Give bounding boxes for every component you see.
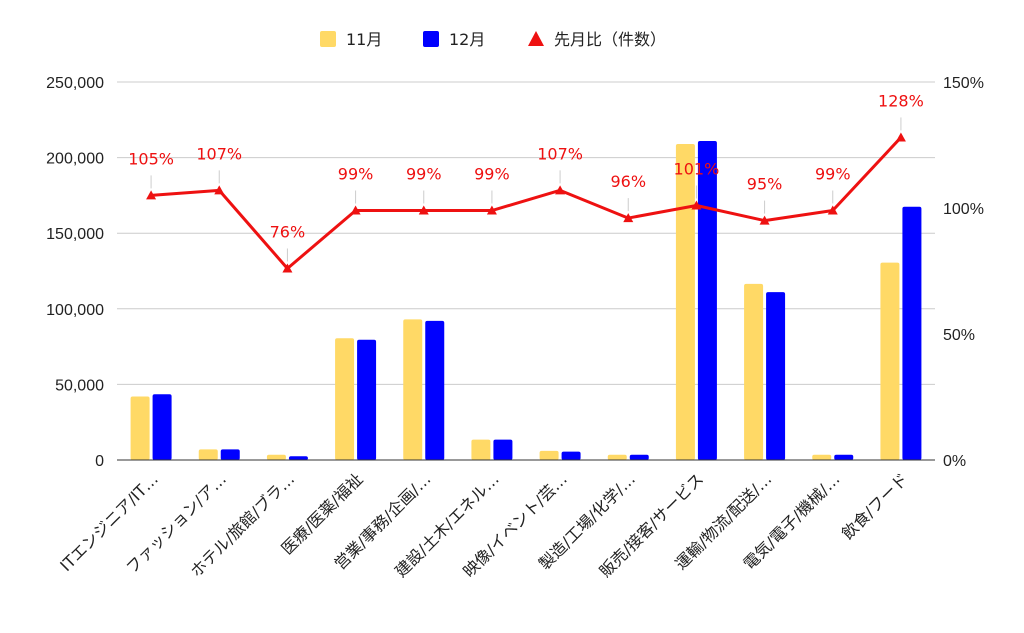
legend-swatch: [423, 31, 439, 47]
ratio-marker: [623, 213, 634, 223]
bar-12月: [902, 206, 922, 460]
bar-11月: [880, 262, 900, 460]
left-tick-label: 0: [95, 453, 104, 470]
bar-12月: [561, 451, 581, 460]
right-tick-label: 50%: [943, 327, 975, 344]
ratio-marker: [759, 215, 770, 225]
bar-12月: [220, 449, 240, 460]
grid-lines: [117, 81, 935, 461]
ratio-line: [150, 136, 903, 270]
bar-11月: [675, 143, 695, 460]
ratio-data-label: 107%: [196, 144, 242, 163]
ratio-marker: [691, 200, 702, 210]
ratio-marker: [895, 132, 906, 142]
left-tick-label: 200,000: [46, 151, 104, 168]
right-axis-ticks: 0% 50% 100% 150%: [943, 75, 984, 470]
left-tick-label: 150,000: [46, 226, 104, 243]
ratio-marker: [827, 205, 838, 215]
legend: 11月 12月 先月比（件数）: [320, 30, 666, 49]
bar-11月: [812, 454, 832, 460]
bar-12月: [288, 456, 308, 460]
bar-11月: [471, 439, 491, 460]
bar-11月: [198, 449, 218, 460]
category-labels: ITエンジニア/IT…ファッション/ア…ホテル/旅館/ブラ…医療/医薬/福祉営業…: [56, 469, 911, 581]
ratio-data-label: 99%: [406, 165, 442, 184]
bar-11月: [335, 338, 355, 460]
ratio-data-label: 76%: [270, 222, 306, 241]
bar-12月: [697, 140, 717, 460]
ratio-data-label: 107%: [537, 144, 583, 163]
left-tick-label: 50,000: [55, 377, 104, 394]
bar-11月: [539, 450, 559, 460]
bar-11月: [130, 396, 150, 460]
ratio-marker: [350, 205, 361, 215]
bar-12月: [766, 292, 786, 460]
ratio-data-label: 105%: [128, 149, 174, 168]
bar-12月: [357, 339, 377, 460]
ratio-marker: [486, 205, 497, 215]
ratio-marker: [418, 205, 429, 215]
ratio-data-label: 95%: [747, 175, 783, 194]
legend-label: 先月比（件数）: [554, 30, 666, 49]
ratio-data-label: 99%: [474, 165, 510, 184]
ratio-data-label: 96%: [610, 172, 646, 191]
bar-12月: [629, 454, 649, 460]
bar-11月: [607, 454, 627, 460]
ratio-marker: [214, 185, 225, 195]
bar-12月: [425, 320, 445, 460]
bar-series: [117, 140, 935, 461]
left-axis-ticks: 0 50,000 100,000 150,000 200,000 250,000: [46, 75, 104, 470]
ratio-data-label: 99%: [815, 165, 851, 184]
bar-11月: [403, 319, 423, 460]
ratio-line-series: 105% 107% 76% 99% 99% 99% 107% 96% 101% 95% 99% 128…: [128, 91, 924, 273]
bar-12月: [834, 454, 854, 460]
legend-label: 12月: [449, 30, 485, 49]
left-tick-label: 250,000: [46, 75, 104, 92]
bar-11月: [744, 283, 764, 460]
bar-12月: [152, 394, 172, 460]
right-tick-label: 100%: [943, 201, 984, 218]
bar-11月: [266, 454, 286, 460]
ratio-marker: [282, 263, 293, 273]
legend-label: 11月: [346, 30, 382, 49]
right-tick-label: 150%: [943, 75, 984, 92]
left-tick-label: 100,000: [46, 302, 104, 319]
ratio-marker: [146, 190, 157, 200]
category-label: 飲食/フード: [838, 469, 912, 543]
ratio-data-label: 101%: [674, 159, 720, 178]
legend-swatch: [320, 31, 336, 47]
bar-12月: [493, 439, 513, 460]
legend-triangle-icon: [528, 31, 544, 46]
ratio-marker: [555, 185, 566, 195]
ratio-data-label: 128%: [878, 91, 924, 110]
right-tick-label: 0%: [943, 453, 966, 470]
ratio-data-label: 99%: [338, 165, 374, 184]
